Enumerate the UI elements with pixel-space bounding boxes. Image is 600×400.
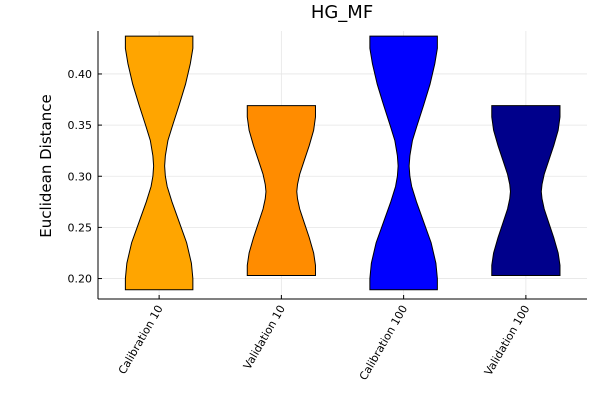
violin-calibration-10 [124,35,194,291]
violin-calibration-100 [369,35,438,291]
axes-layer [97,31,587,300]
y-tick-label: 0.20 [68,273,93,286]
x-tick-layer: Calibration 10 Validation 10 Calibration 1… [116,295,533,383]
x-tick-label: Validation 10 [241,303,288,372]
violin-layer [124,35,561,291]
y-tick-label: 0.35 [68,119,93,132]
x-tick-label: Calibration 10 [116,303,166,376]
y-tick-label: 0.25 [68,221,93,234]
y-tick-label: 0.40 [68,68,93,81]
chart-title: HG_MF [311,2,373,23]
x-tick-label: Calibration 100 [357,303,410,383]
y-tick-label: 0.30 [68,170,93,183]
y-tick-layer: 0.20 0.25 0.30 0.35 0.40 [68,68,102,286]
violin-validation-10 [246,105,316,276]
x-tick-label: Validation 100 [482,303,533,378]
y-axis-label: Euclidean Distance [37,94,55,237]
violin-validation-100 [491,105,561,276]
